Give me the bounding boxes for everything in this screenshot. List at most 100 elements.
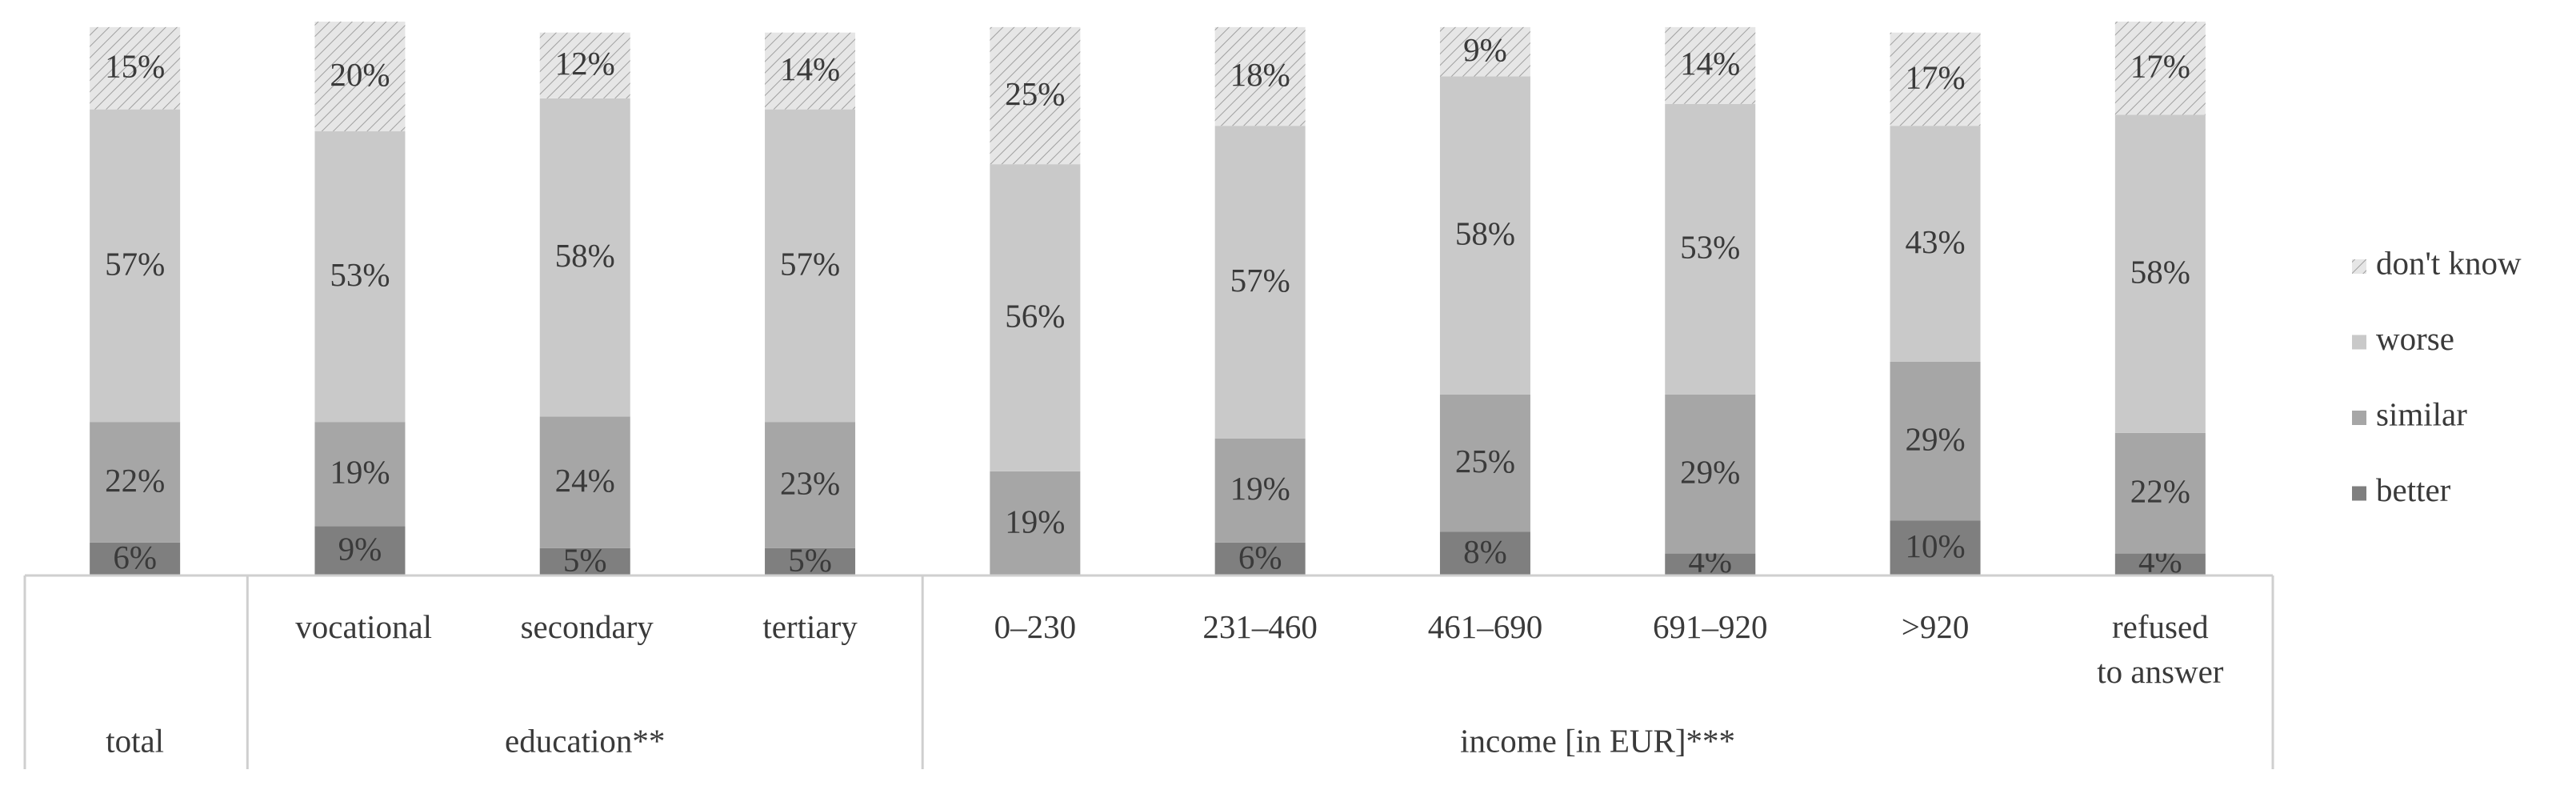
data-label: 14% (1680, 45, 1740, 82)
bar-segment (1890, 520, 1981, 575)
data-label: 29% (1680, 454, 1740, 491)
data-label: 24% (555, 462, 615, 499)
x-tick-label: >920 (1901, 608, 1970, 645)
category-label-box: 0–230 (994, 608, 1077, 645)
legend-label: better (2376, 471, 2451, 508)
legend-swatch (2352, 335, 2366, 350)
x-tick-label: vocational (295, 608, 433, 645)
data-label: 58% (1455, 215, 1515, 252)
category-label-box: 691–920 (1652, 608, 1768, 645)
bar-segment (90, 26, 181, 110)
bar-segment (90, 422, 181, 543)
data-label: 20% (330, 56, 390, 93)
legend-swatch (2352, 486, 2366, 501)
group-label: income [in EUR]*** (1460, 722, 1735, 759)
bar-segment (1665, 394, 1756, 554)
data-label: 29% (1905, 421, 1965, 458)
x-tick-label: secondary (520, 608, 654, 645)
x-tick-label: 691–920 (1652, 608, 1768, 645)
legend-label: similar (2376, 395, 2467, 432)
bar-segment (1214, 126, 1306, 439)
data-label: 19% (1230, 470, 1290, 507)
bar-segment (1890, 32, 1981, 126)
x-tick-label: 0–230 (994, 608, 1077, 645)
bar-segment (90, 542, 181, 575)
bar-segment (314, 526, 406, 575)
x-tick-label: tertiary (762, 608, 858, 645)
bar-segment (539, 32, 630, 98)
legend-swatch (2352, 259, 2366, 274)
data-label: 53% (330, 256, 390, 293)
category-label-box: 231–460 (1202, 608, 1318, 645)
data-label: 57% (780, 245, 840, 282)
bar-segment (1439, 394, 1530, 532)
data-label: 56% (1005, 297, 1065, 334)
bar-segment (1439, 76, 1530, 395)
group-label: total (106, 722, 164, 759)
bar-segment (2114, 553, 2206, 575)
category-label-box: 461–690 (1427, 608, 1543, 645)
bar-segment (539, 547, 630, 575)
bar-segment (765, 547, 856, 575)
bar-segment (539, 416, 630, 548)
bar-segment (1665, 553, 1756, 575)
data-label: 25% (1455, 443, 1515, 479)
data-label: 19% (330, 454, 390, 491)
bar-segment (1214, 438, 1306, 543)
x-tick-label: refused to answer (2097, 608, 2224, 690)
bar-segment (1890, 126, 1981, 362)
data-label: 9% (338, 531, 382, 567)
category-label-box: refused to answer (2097, 608, 2224, 690)
bar-segment (990, 471, 1081, 575)
data-label: 58% (2130, 254, 2190, 291)
data-label: 15% (105, 48, 165, 85)
data-label: 58% (555, 237, 615, 274)
data-label: 19% (1005, 503, 1065, 539)
x-tick-label: 461–690 (1427, 608, 1543, 645)
legend-swatch (2352, 411, 2366, 425)
data-label: 22% (2130, 473, 2190, 510)
bar-segment (1214, 542, 1306, 575)
data-label: 9% (1463, 31, 1507, 68)
bar-segment (314, 22, 406, 132)
bar-segment (1439, 531, 1530, 575)
data-label: 17% (1905, 58, 1965, 95)
data-label: 6% (113, 539, 157, 575)
bar-segment (539, 98, 630, 417)
legend-label: don't know (2376, 244, 2522, 281)
bar-segment (314, 422, 406, 527)
data-label: 53% (1680, 229, 1740, 266)
data-label: 8% (1463, 533, 1507, 570)
bar-segment (1665, 26, 1756, 104)
bar-segment (314, 131, 406, 423)
data-label: 6% (1238, 539, 1282, 575)
data-label: 12% (555, 45, 615, 82)
data-label: 17% (2130, 48, 2190, 85)
bar-segment (990, 164, 1081, 471)
bar-segment (990, 26, 1081, 165)
data-label: 25% (1005, 75, 1065, 112)
data-label: 43% (1905, 223, 1965, 260)
legend-label: worse (2376, 320, 2454, 357)
bar-segment (2114, 432, 2206, 554)
category-label-box: >920 (1901, 608, 1970, 645)
data-label: 22% (105, 462, 165, 499)
data-label: 23% (780, 464, 840, 501)
bar-segment (765, 32, 856, 110)
bar-segment (1890, 361, 1981, 521)
data-label: 14% (780, 50, 840, 87)
data-label: 57% (1230, 262, 1290, 299)
bar-segment (765, 109, 856, 423)
data-label: 10% (1905, 527, 1965, 564)
category-label-box: tertiary (762, 608, 858, 645)
category-label-box: secondary (520, 608, 654, 645)
data-label: 18% (1230, 56, 1290, 93)
bar-segment (1665, 103, 1756, 395)
bar-segment (2114, 22, 2206, 115)
bar-segment (2114, 114, 2206, 433)
bar-segment (90, 109, 181, 423)
data-label: 57% (105, 245, 165, 282)
bar-segment (1214, 26, 1306, 126)
category-label-box: vocational (295, 608, 433, 645)
